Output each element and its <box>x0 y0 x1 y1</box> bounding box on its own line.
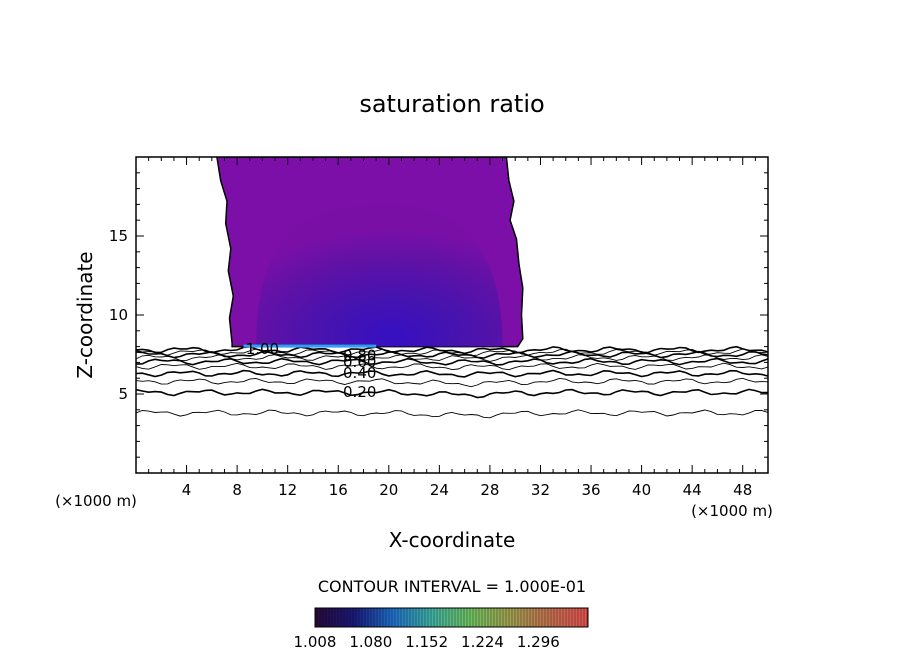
x-tick-label: 20 <box>379 481 398 499</box>
x-tick-label: 12 <box>278 481 297 499</box>
x-tick-label: 44 <box>683 481 702 499</box>
contour-label: 0.20 <box>343 383 376 401</box>
contour-label: 0.80 <box>343 347 376 365</box>
contour-label: 0.60 <box>343 353 376 371</box>
contour-interval-text: CONTOUR INTERVAL = 1.000E-01 <box>318 577 586 596</box>
x-tick-label: 40 <box>632 481 651 499</box>
contour-labels: 1.00 0.800.600.400.20 <box>246 340 377 401</box>
y-tick-label: 10 <box>109 306 128 324</box>
x-tick-label: 36 <box>581 481 600 499</box>
contour-line <box>136 362 768 371</box>
x-tick-label: 16 <box>329 481 348 499</box>
x-axis-label: X-coordinate <box>389 528 516 552</box>
contour-label: 1.00 <box>246 340 279 358</box>
contour-line <box>136 409 768 419</box>
contour-line <box>136 369 768 378</box>
contour-line <box>136 348 768 357</box>
x-tick-label: 4 <box>182 481 192 499</box>
colorbar-tick-label: 1.296 <box>517 633 560 651</box>
x-axis-ticks: 4 8 12 16 20 24 28 32 36 40 44 48 <box>148 157 769 499</box>
colorbar-tick-labels: 1.008 1.080 1.152 1.224 1.296 <box>294 633 560 651</box>
y-tick-label: 15 <box>109 227 128 245</box>
colorbar-tick-label: 1.080 <box>349 633 392 651</box>
x-unit-right: (×1000 m) <box>691 502 773 520</box>
contour-line <box>136 388 768 399</box>
plot-area <box>136 157 768 419</box>
x-tick-label: 48 <box>733 481 752 499</box>
chart-title: saturation ratio <box>359 90 544 118</box>
colorbar: 1.008 1.080 1.152 1.224 1.296 <box>294 607 589 651</box>
x-tick-label: 8 <box>232 481 242 499</box>
contour-line <box>136 354 768 362</box>
x-tick-label: 32 <box>531 481 550 499</box>
contour-line <box>136 350 768 359</box>
contour-label: 0.40 <box>343 364 376 382</box>
colorbar-tick-label: 1.224 <box>461 633 504 651</box>
y-axis-label: Z-coordinate <box>73 251 97 378</box>
colorbar-hatch <box>316 608 588 627</box>
contour-lines <box>136 345 768 419</box>
contour-line <box>136 345 768 355</box>
cloud-base-highlight <box>243 344 377 348</box>
colorbar-tick-label: 1.152 <box>405 633 448 651</box>
x-tick-label: 24 <box>430 481 449 499</box>
x-tick-label: 28 <box>480 481 499 499</box>
supersaturated-core <box>256 204 503 347</box>
y-tick-label: 5 <box>118 385 128 403</box>
contour-line <box>136 357 768 366</box>
x-unit-left: (×1000 m) <box>55 492 137 510</box>
colorbar-tick-label: 1.008 <box>294 633 337 651</box>
y-axis-ticks: 5 10 15 <box>109 172 768 458</box>
contour-line <box>136 377 768 388</box>
